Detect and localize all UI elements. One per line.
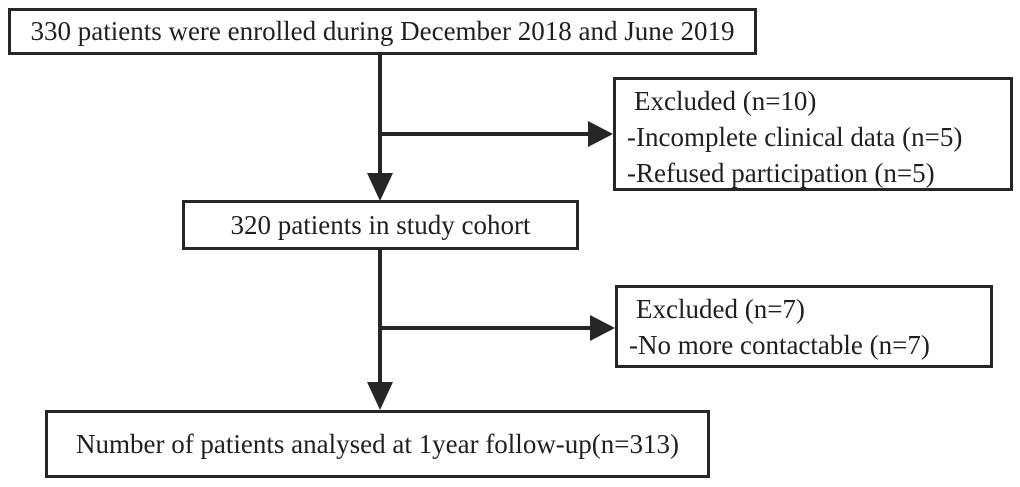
arrow-cohort-to-analysed-shaft bbox=[378, 249, 382, 383]
node-analysed-label: Number of patients analysed at 1year fol… bbox=[75, 428, 680, 459]
arrow-to-excluded1-shaft bbox=[378, 132, 588, 136]
arrow-enrolled-to-cohort-head-icon bbox=[367, 173, 393, 201]
arrow-to-excluded1-head-icon bbox=[588, 121, 613, 147]
arrow-to-excluded2-head-icon bbox=[590, 315, 615, 341]
node-excluded1: Excluded (n=10) -Incomplete clinical dat… bbox=[613, 77, 1013, 191]
node-excluded1-item1: -Incomplete clinical data (n=5) bbox=[627, 122, 963, 152]
node-excluded1-title: Excluded (n=10) bbox=[634, 86, 817, 116]
node-analysed: Number of patients analysed at 1year fol… bbox=[45, 410, 710, 478]
node-cohort: 320 patients in study cohort bbox=[182, 200, 579, 250]
arrow-enrolled-to-cohort-shaft bbox=[378, 54, 382, 173]
node-excluded1-item2: -Refused participation (n=5) bbox=[627, 158, 935, 188]
node-enrolled-label: 330 patients were enrolled during Decemb… bbox=[30, 16, 735, 47]
node-excluded2-item1: -No more contactable (n=7) bbox=[629, 330, 930, 360]
node-cohort-label: 320 patients in study cohort bbox=[230, 209, 531, 240]
node-excluded2: Excluded (n=7) -No more contactable (n=7… bbox=[615, 285, 993, 368]
arrow-cohort-to-analysed-head-icon bbox=[367, 382, 393, 410]
arrow-to-excluded2-shaft bbox=[378, 326, 590, 330]
node-enrolled: 330 patients were enrolled during Decemb… bbox=[8, 8, 757, 55]
node-excluded2-title: Excluded (n=7) bbox=[636, 294, 805, 324]
